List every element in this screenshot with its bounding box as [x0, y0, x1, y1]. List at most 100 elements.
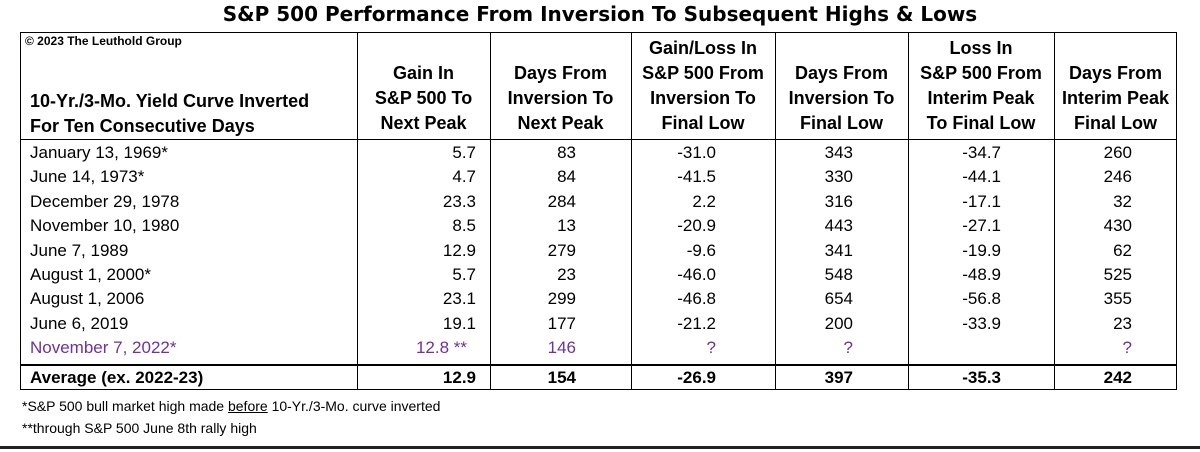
column-header-line: Final Low [800, 113, 883, 133]
row-label: November 10, 1980 [30, 216, 180, 235]
table-cell: 242 [1103, 368, 1132, 387]
table-cell: 330 [824, 167, 853, 186]
table-cell: -26.9 [677, 368, 716, 387]
table-cell: 23 [1113, 314, 1132, 333]
column-header-line: Final Low [661, 113, 745, 133]
column-header-line: Days From [513, 63, 608, 83]
row-label: November 7, 2022* [30, 338, 177, 357]
column-divider [357, 32, 358, 390]
row-label: Average (ex. 2022-23) [30, 368, 204, 387]
table-cell: 8.5 [452, 216, 476, 235]
header-rule [20, 139, 1177, 140]
column-divider [775, 32, 776, 390]
row-label: August 1, 2000* [30, 265, 151, 284]
column-header: Gain/Loss In S&P 500 From Inversion To Fina… [631, 36, 775, 136]
column-header: Gain In S&P 500 To Next Peak [357, 61, 490, 136]
table-cell: 13 [557, 216, 576, 235]
table-cell: 84 [557, 167, 576, 186]
table-cell: -9.6 [686, 241, 716, 260]
table-cell: 177 [547, 314, 576, 333]
table-cell: 2.2 [692, 192, 716, 211]
table-cell: 12.9 [442, 368, 476, 387]
footnote-2: **through S&P 500 June 8th rally high [22, 420, 257, 436]
table-cell: 12.9 [442, 241, 476, 260]
table-cell: 83 [557, 143, 576, 162]
table-cell: -21.2 [677, 314, 716, 333]
column-header-line: S&P 500 To [374, 88, 473, 108]
column-header-line: S&P 500 From [920, 63, 1042, 83]
column-header-line: Inversion To [650, 88, 756, 108]
table-cell: 154 [547, 368, 576, 387]
table-cell: 343 [824, 143, 853, 162]
average-rule [20, 364, 1177, 366]
column-header-line: Gain/Loss In [648, 38, 758, 58]
row-label: June 14, 1973* [30, 167, 145, 186]
bottom-border [0, 446, 1200, 449]
column-header-line: Interim Peak [927, 88, 1035, 108]
table-cell: -27.1 [962, 216, 1001, 235]
table-cell: -35.3 [962, 368, 1001, 387]
column-header-line: Loss In [949, 38, 1013, 58]
column-header-line: Next Peak [380, 113, 467, 133]
table-cell: 62 [1113, 241, 1132, 260]
table-cell: 23.3 [442, 192, 476, 211]
table-cell: -41.5 [677, 167, 716, 186]
column-header-line: Inversion To [507, 88, 614, 108]
table-cell: -48.9 [962, 265, 1001, 284]
column-divider [908, 32, 909, 390]
table-cell: -31.0 [677, 143, 716, 162]
table-cell: -33.9 [962, 314, 1001, 333]
table-cell: 525 [1103, 265, 1132, 284]
row-label: January 13, 1969* [30, 143, 168, 162]
row-label: August 1, 2006 [30, 289, 145, 308]
table-cell: 4.7 [452, 167, 476, 186]
table-cell: 5.7 [452, 143, 476, 162]
table-cell: 279 [547, 241, 576, 260]
table-cell: 5.7 [452, 265, 476, 284]
table-cell: 246 [1103, 167, 1132, 186]
column-divider [1054, 32, 1055, 390]
row-header-line: For Ten Consecutive Days [30, 116, 255, 136]
table-cell: 284 [547, 192, 576, 211]
table-cell: 23.1 [442, 289, 476, 308]
table-cell: -17.1 [962, 192, 1001, 211]
table-cell: -46.8 [677, 289, 716, 308]
table-cell: 443 [824, 216, 853, 235]
row-label: December 29, 1978 [30, 192, 180, 211]
table-cell: 355 [1103, 289, 1132, 308]
row-header: 10-Yr./3-Mo. Yield Curve Inverted For Ten… [30, 89, 309, 139]
row-label: June 7, 1989 [30, 241, 129, 260]
performance-table [20, 32, 1177, 390]
column-header-line: Final Low [1074, 113, 1157, 133]
copyright-notice: © 2023 The Leuthold Group [25, 34, 182, 48]
table-cell: -34.7 [962, 143, 1001, 162]
table-cell: 200 [824, 314, 853, 333]
table-cell: 19.1 [442, 314, 476, 333]
row-header-line: 10-Yr./3-Mo. Yield Curve Inverted [30, 91, 310, 111]
column-header-line: S&P 500 From [642, 63, 764, 83]
table-cell: 12.8 ** [415, 338, 467, 357]
table-cell: -20.9 [677, 216, 716, 235]
table-cell: 146 [547, 338, 576, 357]
column-header: Days From Inversion To Next Peak [490, 61, 631, 136]
table-cell: 654 [824, 289, 853, 308]
table-cell: 23 [557, 265, 576, 284]
column-header-line: Days From [794, 63, 889, 83]
table-cell: -44.1 [962, 167, 1001, 186]
column-header-line: Next Peak [517, 113, 604, 133]
column-divider [631, 32, 632, 390]
table-cell: -19.9 [962, 241, 1001, 260]
table-cell: 32 [1113, 192, 1132, 211]
table-cell: 341 [824, 241, 853, 260]
table-cell: 260 [1103, 143, 1132, 162]
table-cell: ? [843, 338, 853, 357]
table-cell: 299 [547, 289, 576, 308]
footnote-1: *S&P 500 bull market high made before 10… [22, 398, 441, 414]
table-cell: 397 [824, 368, 853, 387]
table-cell: ? [1122, 338, 1132, 357]
table-cell: -56.8 [962, 289, 1001, 308]
column-divider [490, 32, 491, 390]
page-title: S&P 500 Performance From Inversion To Su… [222, 2, 978, 26]
column-header-line: Days From [1068, 63, 1163, 83]
column-header: Days From Interim Peak Final Low [1054, 61, 1177, 136]
